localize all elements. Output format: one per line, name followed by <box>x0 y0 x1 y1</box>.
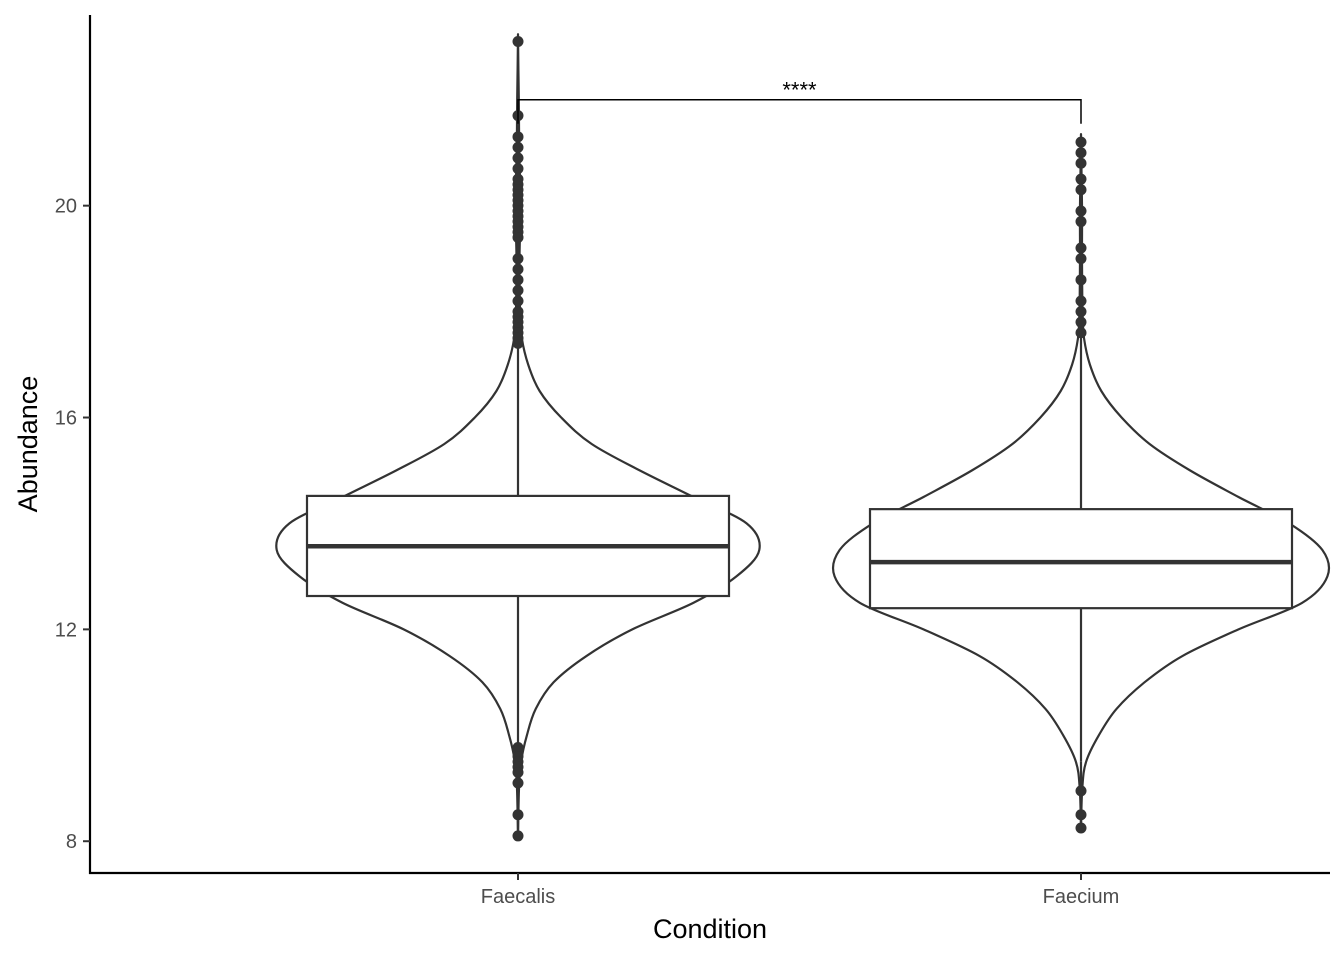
outlier-point <box>1075 785 1087 797</box>
outlier-point <box>512 131 524 143</box>
y-tick-label: 20 <box>55 196 77 218</box>
outlier-point <box>1075 327 1087 339</box>
outlier-point <box>512 253 524 265</box>
outlier-point <box>1075 822 1087 834</box>
outlier-point <box>512 777 524 789</box>
outlier-point <box>1075 216 1087 228</box>
plot-area <box>275 33 1331 842</box>
outlier-point <box>1075 295 1087 307</box>
outlier-point <box>1075 147 1087 159</box>
outlier-point <box>1075 157 1087 169</box>
outlier-point <box>1075 136 1087 148</box>
outlier-point <box>512 173 524 185</box>
outlier-point <box>1075 316 1087 328</box>
outlier-point <box>1075 809 1087 821</box>
x-axis-title: Condition <box>653 914 767 944</box>
outlier-point <box>512 263 524 275</box>
group-faecium <box>831 133 1331 834</box>
outlier-point <box>512 141 524 153</box>
outlier-point <box>512 766 524 778</box>
outlier-point <box>1075 253 1087 265</box>
outlier-point <box>1075 274 1087 286</box>
outlier-point <box>1075 205 1087 217</box>
outlier-point <box>1075 173 1087 185</box>
outlier-point <box>1075 242 1087 254</box>
outlier-point <box>1075 184 1087 196</box>
outlier-point <box>512 306 524 318</box>
outlier-point <box>512 295 524 307</box>
outlier-point <box>512 274 524 286</box>
group-faecalis <box>275 33 761 842</box>
y-tick-label: 12 <box>55 619 77 641</box>
y-tick-label: 16 <box>55 408 77 430</box>
x-tick-label: Faecalis <box>481 886 555 908</box>
x-tick-label: Faecium <box>1043 886 1120 908</box>
y-axis-ticks: 8 12 16 20 <box>55 196 90 853</box>
outlier-point <box>512 284 524 296</box>
significance-label: **** <box>782 78 817 103</box>
outlier-point <box>512 830 524 842</box>
x-axis-ticks: Faecalis Faecium <box>481 873 1120 908</box>
y-axis-title: Abundance <box>13 376 43 513</box>
outlier-point <box>1075 306 1087 318</box>
outlier-point <box>512 809 524 821</box>
outlier-point <box>512 35 524 47</box>
iqr-box <box>868 508 1294 610</box>
y-tick-label: 8 <box>66 831 77 853</box>
significance-annotation: **** <box>517 78 1082 124</box>
significance-bracket <box>517 98 1082 124</box>
outlier-point <box>512 152 524 164</box>
outlier-point <box>512 163 524 175</box>
